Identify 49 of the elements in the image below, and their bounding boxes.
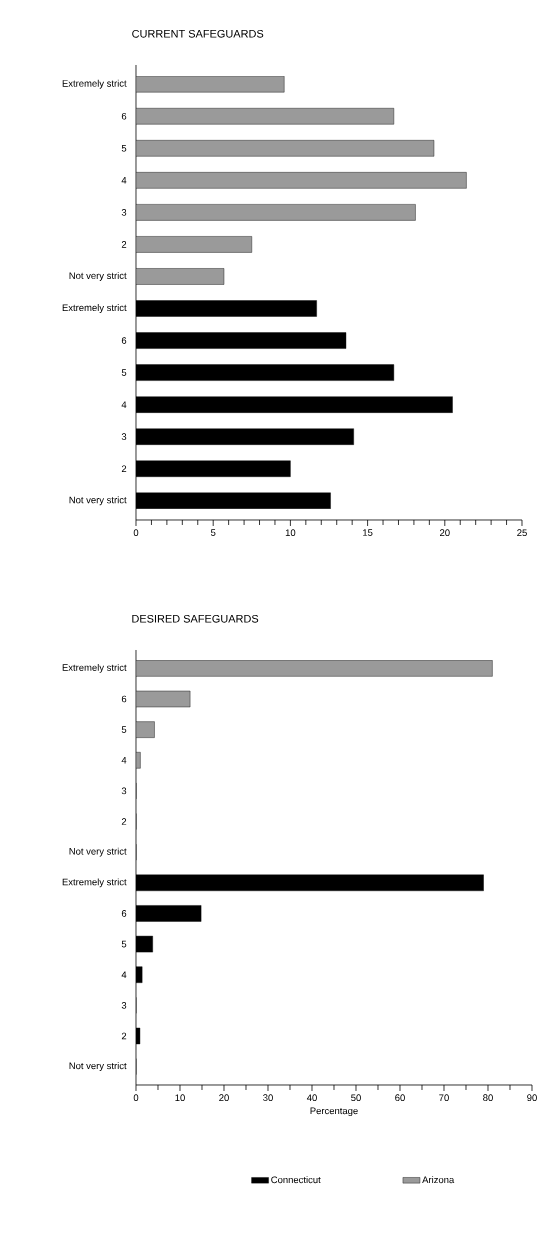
y-tick-label: 5 (121, 145, 127, 152)
x-tick-label: 80 (483, 1094, 493, 1102)
x-tick-label: 5 (210, 529, 216, 536)
y-tick-label: Not very strict (69, 496, 127, 506)
y-tick-label: 6 (121, 337, 127, 344)
y-tick-label: 3 (121, 433, 127, 441)
x-axis-title: Percentage (310, 1107, 358, 1117)
y-tick-label: 6 (121, 910, 127, 917)
x-tick-label: 40 (306, 1094, 317, 1102)
y-tick-label: Extremely strict (62, 304, 127, 313)
x-tick-label: 10 (175, 1094, 185, 1102)
x-tick-label: 30 (263, 1094, 273, 1102)
legend-label: Connecticut (271, 1176, 321, 1184)
x-tick-label: 15 (363, 529, 373, 536)
chart-title: CURRENT SAFEGUARDS (132, 29, 264, 38)
x-tick-label: 20 (440, 529, 450, 537)
y-tick-label: 2 (121, 818, 127, 825)
y-tick-label: 5 (121, 726, 127, 733)
y-tick-label: Extremely strict (62, 878, 127, 888)
y-tick-label: 2 (121, 465, 127, 473)
y-tick-label: Not very strict (69, 847, 127, 857)
y-tick-label: 3 (121, 209, 127, 216)
y-tick-label: 4 (121, 971, 127, 978)
y-tick-label: 4 (121, 177, 127, 184)
x-tick-label: 0 (133, 529, 139, 537)
y-tick-label: Extremely strict (62, 79, 127, 89)
y-tick-label: 2 (121, 1032, 127, 1040)
legend-label: Arizona (422, 1176, 455, 1184)
y-tick-label: 3 (121, 1002, 127, 1009)
x-tick-label: 0 (133, 1094, 139, 1102)
y-tick-label: Not very strict (69, 1062, 127, 1072)
y-tick-label: 6 (121, 695, 127, 703)
y-tick-label: 4 (121, 401, 127, 408)
y-tick-label: 5 (121, 369, 127, 376)
y-tick-label: Not very strict (69, 272, 127, 281)
y-tick-label: 4 (121, 757, 127, 764)
y-tick-label: 2 (121, 241, 127, 248)
y-tick-label: 6 (121, 112, 127, 120)
y-tick-label: 5 (121, 940, 127, 948)
chart-title: DESIRED SAFEGUARDS (132, 614, 259, 623)
x-tick-label: 70 (439, 1094, 449, 1102)
x-tick-label: 90 (527, 1094, 537, 1102)
x-tick-label: 25 (517, 529, 527, 537)
x-tick-label: 20 (219, 1094, 229, 1102)
y-tick-label: Extremely strict (62, 663, 127, 673)
x-tick-label: 10 (285, 529, 296, 537)
x-tick-label: 50 (351, 1094, 361, 1102)
x-tick-label: 60 (395, 1094, 405, 1102)
y-tick-label: 3 (121, 787, 127, 795)
